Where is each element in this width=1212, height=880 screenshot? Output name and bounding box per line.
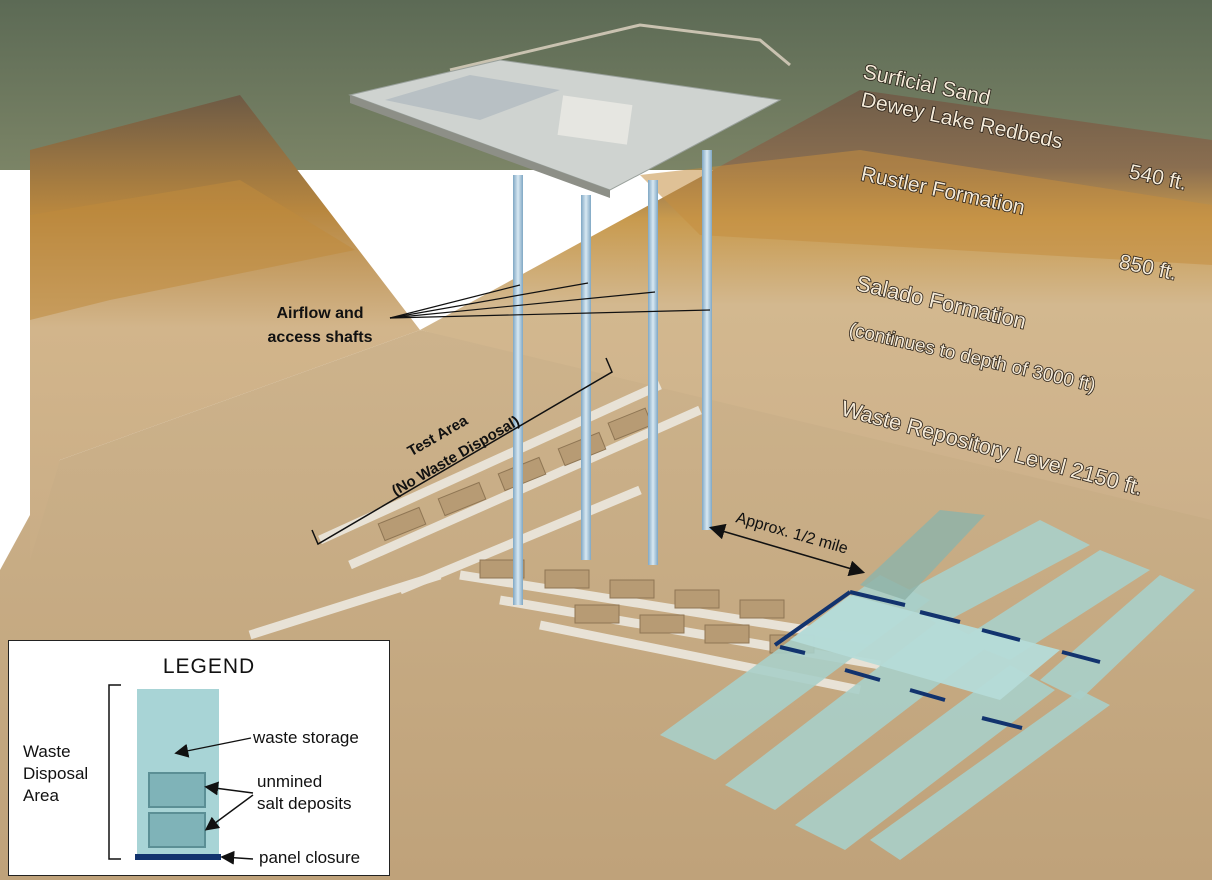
legend-panel-closure-label: panel closure xyxy=(259,847,360,869)
legend-bracket xyxy=(109,685,121,859)
legend-salt-pillar-2 xyxy=(149,813,205,847)
legend-arrow-closure xyxy=(223,857,253,859)
legend-unmined-line1: unmined xyxy=(257,771,322,793)
legend-box: LEGEND waste storage unmined salt deposi… xyxy=(8,640,390,876)
shafts-label-line1: Airflow and xyxy=(276,305,363,322)
legend-area-line3: Area xyxy=(23,785,59,807)
legend-title: LEGEND xyxy=(119,655,299,679)
legend-area-line2: Disposal xyxy=(23,763,88,785)
legend-unmined-line2: salt deposits xyxy=(257,793,352,815)
legend-panel-closure-swatch xyxy=(135,854,221,860)
legend-waste-storage-label: waste storage xyxy=(253,727,359,749)
shafts-label-line2: access shafts xyxy=(268,329,373,346)
legend-area-line1: Waste xyxy=(23,741,71,763)
legend-salt-pillar-1 xyxy=(149,773,205,807)
